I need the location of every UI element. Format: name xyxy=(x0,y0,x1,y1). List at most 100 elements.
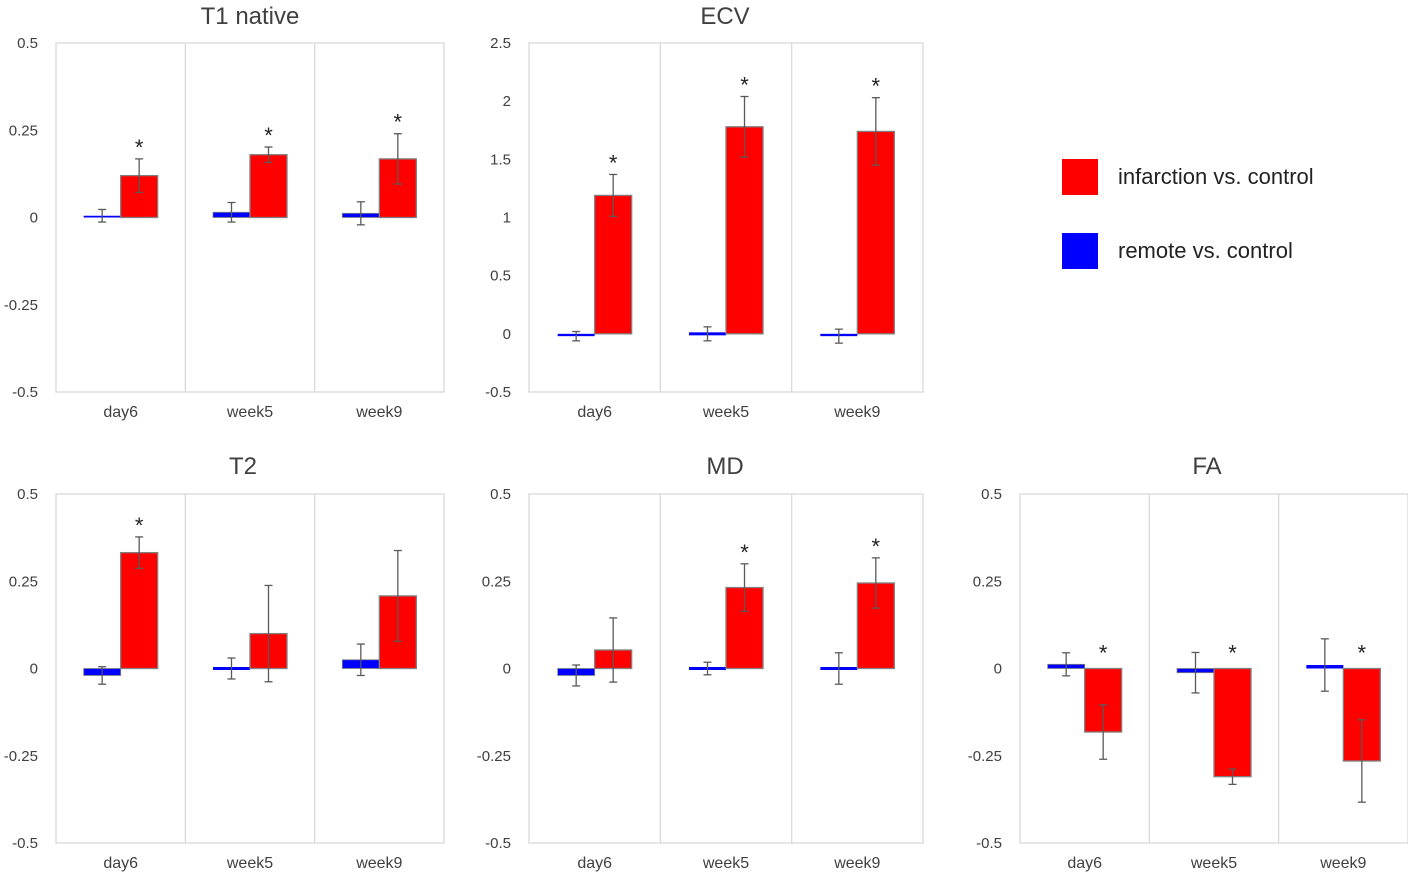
error-bar xyxy=(834,652,843,685)
significance-star: * xyxy=(872,74,881,99)
error-bar xyxy=(264,584,273,683)
legend: infarction vs. control remote vs. contro… xyxy=(1062,159,1314,269)
error-bar xyxy=(834,328,843,344)
y-tick-label: -0.25 xyxy=(4,748,38,765)
x-tick-label: day6 xyxy=(1067,855,1102,872)
chart-title: ECV xyxy=(700,3,749,30)
significance-star: * xyxy=(740,540,749,565)
y-tick-label: 0.25 xyxy=(973,573,1002,590)
y-tick-label: 0.5 xyxy=(490,268,511,285)
error-bar xyxy=(135,536,144,569)
significance-star: * xyxy=(264,123,273,148)
x-tick-label: week9 xyxy=(355,404,402,421)
y-tick-label: -0.25 xyxy=(968,748,1002,765)
significance-star: * xyxy=(609,150,618,175)
significance-star: * xyxy=(394,110,403,135)
y-tick-label: -0.5 xyxy=(12,384,38,401)
error-bar xyxy=(871,557,880,609)
error-bar xyxy=(740,95,749,158)
y-tick-label: 0.5 xyxy=(981,486,1002,503)
legend-label-infarction: infarction vs. control xyxy=(1118,164,1314,189)
error-bar xyxy=(1099,704,1108,760)
bar-infarction xyxy=(120,174,159,219)
error-bar xyxy=(609,173,618,217)
error-bar xyxy=(393,133,402,185)
y-tick-label: -0.5 xyxy=(485,835,511,852)
bar-infarction xyxy=(725,126,764,335)
y-tick-label: 0 xyxy=(503,326,511,343)
y-tick-label: 0.5 xyxy=(17,486,38,503)
plot-frame xyxy=(528,42,924,393)
error-bar xyxy=(98,666,107,685)
error-bar xyxy=(703,661,712,676)
legend-label-remote: remote vs. control xyxy=(1118,238,1293,263)
plot-frame xyxy=(528,493,924,844)
error-bar xyxy=(1191,651,1200,694)
x-tick-label: day6 xyxy=(577,855,612,872)
error-bar xyxy=(356,201,365,226)
y-tick-label: 0 xyxy=(994,661,1002,678)
y-tick-label: -0.25 xyxy=(477,748,511,765)
panels: T1 native 0.5 0.25 0 -0.25 -0.5 day6 week5 week9… xyxy=(4,3,1408,872)
significance-star: * xyxy=(135,513,144,538)
x-tick-label: week9 xyxy=(355,855,402,872)
x-tick-label: week9 xyxy=(833,404,880,421)
y-tick-label: 0.25 xyxy=(9,573,38,590)
chart-title: T2 xyxy=(229,453,257,480)
significance-star: * xyxy=(872,534,881,559)
x-tick-label: week9 xyxy=(1319,855,1366,872)
significance-star: * xyxy=(740,73,749,98)
x-tick-label: week5 xyxy=(226,404,273,421)
y-tick-label: 1.5 xyxy=(490,151,511,168)
bar-infarction xyxy=(120,551,159,670)
error-bar xyxy=(740,563,749,612)
x-tick-label: week9 xyxy=(833,855,880,872)
bar-infarction xyxy=(1213,667,1252,778)
y-tick-label: -0.5 xyxy=(485,384,511,401)
error-bar xyxy=(703,326,712,342)
y-tick-label: 0.25 xyxy=(482,573,511,590)
error-bar xyxy=(227,201,236,223)
x-tick-label: day6 xyxy=(103,404,138,421)
y-tick-label: 1 xyxy=(503,210,511,227)
significance-star: * xyxy=(1228,641,1237,666)
error-bar xyxy=(1228,768,1237,786)
plot-frame xyxy=(55,42,445,393)
x-tick-label: week5 xyxy=(226,855,273,872)
significance-star: * xyxy=(1099,641,1108,666)
y-tick-label: -0.5 xyxy=(976,835,1002,852)
y-tick-label: 0 xyxy=(30,661,38,678)
chart-md: MD 0.5 0.25 0 -0.25 -0.5 day6 week5 week9 * * xyxy=(477,453,924,872)
chart-title: FA xyxy=(1192,453,1221,480)
x-tick-label: day6 xyxy=(577,404,612,421)
y-tick-label: -0.25 xyxy=(4,297,38,314)
y-tick-label: 2 xyxy=(503,93,511,110)
legend-swatch-infarction xyxy=(1062,159,1098,195)
error-bar xyxy=(135,158,144,194)
error-bar xyxy=(356,643,365,677)
bar-infarction xyxy=(594,194,633,335)
x-tick-label: week5 xyxy=(702,855,749,872)
legend-swatch-remote xyxy=(1062,233,1098,269)
chart-fa: FA 0.5 0.25 0 -0.25 -0.5 day6 week5 week9 * * * xyxy=(968,453,1408,872)
error-bar xyxy=(98,208,107,223)
x-tick-label: week5 xyxy=(1190,855,1237,872)
x-tick-label: week5 xyxy=(702,404,749,421)
chart-ecv: ECV 2.5 2 1.5 1 0.5 0 -0.5 day6 week5 week9 * * * xyxy=(485,3,924,421)
chart-t2: T2 0.5 0.25 0 -0.25 -0.5 day6 week5 week9 * xyxy=(4,453,445,872)
plot-frame xyxy=(55,493,445,844)
significance-star: * xyxy=(1358,641,1367,666)
y-tick-label: 0 xyxy=(503,661,511,678)
y-tick-label: 0.5 xyxy=(490,486,511,503)
significance-star: * xyxy=(135,135,144,160)
plot-frame xyxy=(1019,493,1408,844)
y-tick-label: 0 xyxy=(30,210,38,227)
bar-infarction xyxy=(249,154,288,219)
error-bar xyxy=(1062,652,1071,677)
error-bar xyxy=(1357,719,1366,803)
y-tick-label: 2.5 xyxy=(490,35,511,52)
error-bar xyxy=(609,617,618,683)
chart-t1-native: T1 native 0.5 0.25 0 -0.25 -0.5 day6 week5 week9… xyxy=(4,3,445,421)
error-bar xyxy=(871,97,880,166)
